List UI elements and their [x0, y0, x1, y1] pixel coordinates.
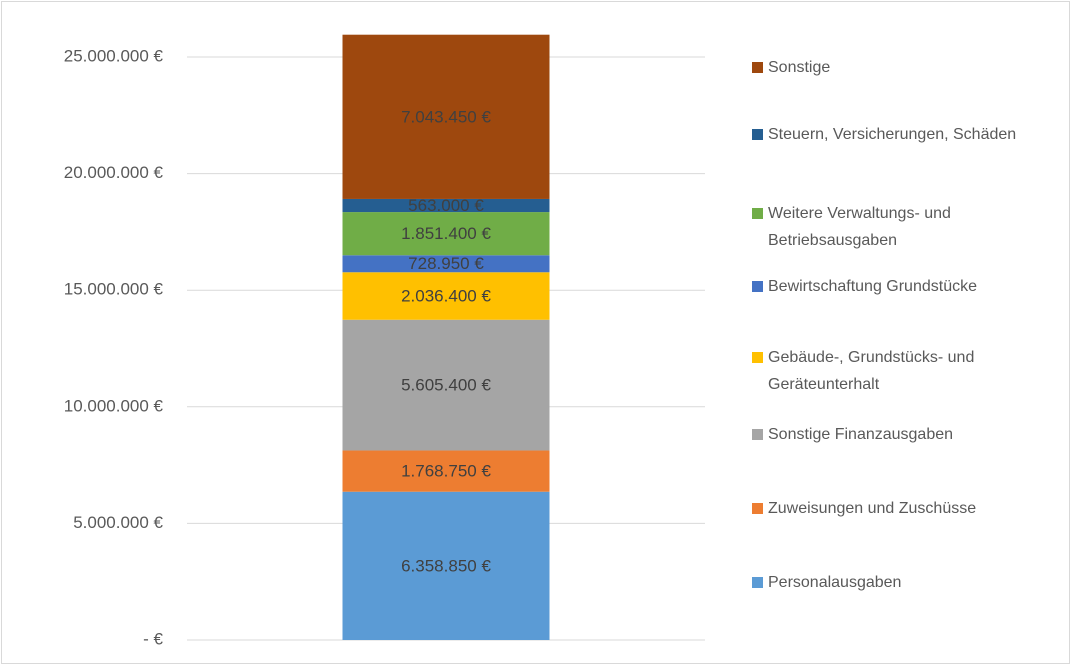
y-tick-label: - € [143, 629, 163, 648]
legend-label: Sonstige [768, 59, 831, 76]
bar-segment [342, 491, 550, 640]
legend-swatch [752, 129, 763, 140]
y-tick-label: 15.000.000 € [64, 280, 164, 299]
legend-item: Weitere Verwaltungs- und Betriebsausgabe… [752, 200, 1028, 254]
legend-item: Sonstige [752, 54, 1028, 81]
legend-swatch [752, 352, 763, 363]
legend-label: Weitere Verwaltungs- und Betriebsausgabe… [768, 205, 951, 249]
legend-label: Personalausgaben [768, 574, 902, 591]
data-label: 7.043.450 € [401, 107, 491, 126]
data-label: 1.768.750 € [401, 462, 491, 481]
legend-swatch [752, 281, 763, 292]
bar-segment [342, 34, 550, 199]
data-label: 1.851.400 € [401, 224, 491, 243]
legend-label: Zuweisungen und Zuschüsse [768, 500, 977, 517]
legend-swatch [752, 429, 763, 440]
data-label: 6.358.850 € [401, 556, 491, 575]
legend-swatch [752, 62, 763, 73]
legend-item: Personalausgaben [752, 569, 1028, 596]
bar-segment [342, 450, 550, 492]
legend-label: Sonstige Finanzausgaben [768, 426, 954, 443]
legend-item: Zuweisungen und Zuschüsse [752, 495, 1028, 522]
bar-segment [342, 272, 550, 320]
legend-item: Steuern, Versicherungen, Schäden [752, 121, 1028, 148]
bar-segment [342, 212, 550, 256]
y-tick-label: 25.000.000 € [64, 46, 164, 65]
legend-swatch [752, 577, 763, 588]
legend-label: Gebäude-, Grundstücks- und Geräteunterha… [768, 349, 975, 393]
bar-segment [342, 198, 550, 213]
legend-swatch [752, 208, 763, 219]
legend-item: Bewirtschaftung Grundstücke [752, 273, 1028, 300]
data-label: 2.036.400 € [401, 286, 491, 305]
y-tick-label: 5.000.000 € [73, 513, 163, 532]
legend-item: Gebäude-, Grundstücks- und Geräteunterha… [752, 344, 1028, 398]
legend-label: Steuern, Versicherungen, Schäden [768, 126, 1017, 143]
data-label: 728.950 € [408, 254, 484, 273]
y-tick-label: 20.000.000 € [64, 163, 164, 182]
legend-item: Sonstige Finanzausgaben [752, 421, 1028, 448]
data-label: 563.000 € [408, 196, 484, 215]
y-tick-label: 10.000.000 € [64, 396, 164, 415]
legend-label: Bewirtschaftung Grundstücke [768, 278, 977, 295]
bar-segment [342, 319, 550, 451]
bar-segment [342, 255, 550, 273]
legend-swatch [752, 503, 763, 514]
data-label: 5.605.400 € [401, 376, 491, 395]
